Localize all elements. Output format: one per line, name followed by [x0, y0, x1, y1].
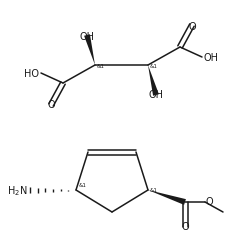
Text: O: O: [188, 22, 196, 32]
Text: &1: &1: [79, 182, 87, 187]
Text: OH: OH: [204, 53, 219, 63]
Text: OH: OH: [80, 32, 94, 42]
Text: OH: OH: [148, 90, 163, 100]
Text: O: O: [47, 100, 55, 110]
Polygon shape: [148, 190, 186, 205]
Text: HO: HO: [24, 69, 39, 79]
Text: H$_2$N: H$_2$N: [7, 183, 27, 197]
Polygon shape: [84, 35, 95, 66]
Polygon shape: [148, 66, 159, 96]
Text: O: O: [181, 221, 189, 231]
Text: O: O: [206, 196, 214, 206]
Text: &1: &1: [150, 187, 158, 192]
Text: &1: &1: [97, 64, 105, 69]
Text: &1: &1: [150, 64, 158, 69]
